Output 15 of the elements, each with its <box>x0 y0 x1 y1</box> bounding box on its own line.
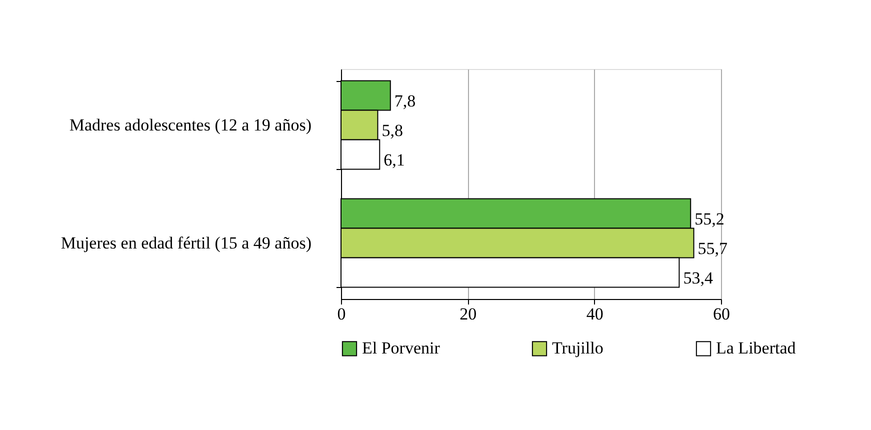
x-tick-label: 0 <box>337 304 346 324</box>
data-label: 53,4 <box>683 268 714 288</box>
data-label: 55,7 <box>698 238 728 258</box>
x-tick-label: 60 <box>713 304 730 324</box>
x-tick-label: 20 <box>460 304 477 324</box>
data-label: 5,8 <box>382 121 403 140</box>
data-label: 55,2 <box>694 209 724 228</box>
legend-label: El Porvenir <box>362 338 440 358</box>
legend-label: Trujillo <box>552 338 604 358</box>
y-tick-label: Madres adolescentes (12 a 19 años) <box>69 116 312 135</box>
legend-label: La Libertad <box>716 338 796 358</box>
data-label: 7,8 <box>394 92 416 111</box>
y-tick-label: Mujeres en edad fértil (15 a 49 años) <box>60 233 312 252</box>
data-label: 6,1 <box>384 150 405 170</box>
x-tick-label: 40 <box>586 304 604 324</box>
